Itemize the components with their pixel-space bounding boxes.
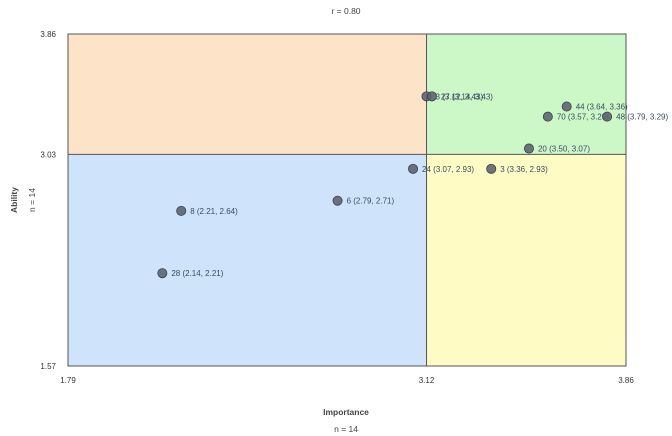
data-point	[426, 91, 437, 102]
data-point-label: 44 (3.64, 3.36)	[576, 102, 628, 111]
data-point	[486, 163, 497, 174]
data-point-label: 6 (2.79, 2.71)	[347, 197, 395, 206]
x-tick-label: 3.12	[419, 376, 435, 385]
data-point-label: 48 (3.79, 3.29)	[616, 113, 668, 122]
y-tick-label: 3.86	[40, 30, 56, 39]
y-tick-label: 1.57	[40, 362, 56, 371]
quadrant-backgrounds	[68, 34, 626, 366]
data-point	[523, 143, 534, 154]
x-tick-label: 3.86	[618, 376, 634, 385]
data-point	[602, 111, 613, 122]
y-axis-title: Ability	[9, 187, 19, 213]
axis-ticks: 1.79 3.12 3.86 1.57 3.03 3.86	[40, 30, 634, 385]
x-axis-title: Importance	[323, 407, 369, 417]
data-point	[176, 205, 187, 216]
data-point	[332, 195, 343, 206]
plot-border	[67, 33, 627, 367]
y-tick-label: 3.03	[40, 150, 56, 159]
quadrant-top-right	[426, 34, 626, 155]
data-point-label: 8 (2.21, 2.64)	[190, 207, 238, 216]
data-point	[542, 111, 553, 122]
x-axis-n-label: n = 14	[334, 424, 358, 434]
quadrant-bottom-left	[68, 154, 427, 366]
data-point-label: 27 (3.14, 3.43)	[441, 92, 493, 101]
quadrant-bottom-right	[426, 154, 626, 366]
plot-frame	[67, 33, 627, 367]
data-point	[408, 163, 419, 174]
data-point-label: 3 (3.12, 3.43)	[436, 92, 484, 101]
quadrant-top-left	[68, 34, 427, 155]
data-point	[561, 101, 572, 112]
y-axis-n-label: n = 14	[27, 188, 37, 212]
data-points: 3 (3.12, 3.43)27 (3.14, 3.43) 44 (3.64, 3…	[157, 91, 669, 279]
data-point-label: 28 (2.14, 2.21)	[171, 269, 223, 278]
chart-title: r = 0.80	[331, 6, 360, 16]
data-point-label: 3 (3.36, 2.93)	[500, 165, 548, 174]
data-point-label: 20 (3.50, 3.07)	[538, 145, 590, 154]
x-tick-label: 1.79	[60, 376, 76, 385]
data-point-label: 70 (3.57, 3.29)	[557, 113, 609, 122]
data-point-label: 24 (3.07, 2.93)	[422, 165, 474, 174]
data-point	[157, 268, 168, 279]
